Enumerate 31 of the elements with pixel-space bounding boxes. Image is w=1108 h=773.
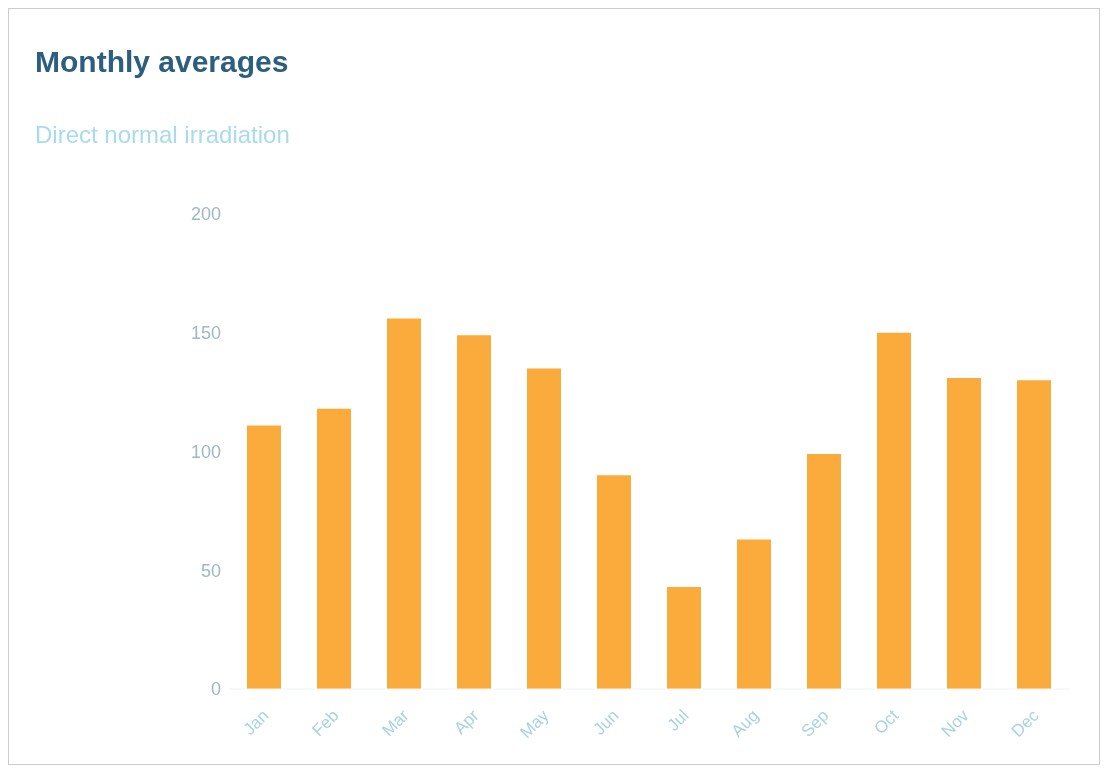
x-tick-label: Jul: [663, 706, 693, 735]
x-tick-label: Dec: [1007, 705, 1043, 741]
x-tick-label: Aug: [727, 706, 763, 741]
x-tick-label: Jun: [589, 706, 623, 739]
y-tick-label: 0: [210, 679, 221, 700]
x-tick-label: Nov: [937, 705, 973, 741]
bar: [737, 539, 771, 689]
bar: [317, 408, 351, 689]
x-tick-label: May: [516, 705, 553, 743]
y-tick-label: 50: [200, 560, 221, 581]
bar: [387, 318, 421, 689]
x-tick-label: Jan: [239, 706, 273, 739]
bar: [807, 453, 841, 689]
y-tick-label: 100: [190, 441, 221, 462]
x-tick-label: Mar: [378, 705, 413, 741]
x-tick-label: Sep: [797, 706, 833, 741]
bar: [947, 377, 981, 689]
bar: [247, 425, 281, 689]
chart-title: Monthly averages: [35, 45, 289, 79]
bar: [1017, 380, 1051, 689]
y-tick-label: 150: [190, 323, 221, 344]
x-tick-label: Feb: [308, 706, 343, 741]
bar: [457, 335, 491, 689]
chart-subtitle: Direct normal irradiation: [35, 121, 290, 149]
x-tick-label: Apr: [450, 705, 483, 739]
bar: [597, 475, 631, 689]
bar: [877, 332, 911, 689]
y-tick-label: 200: [190, 204, 221, 225]
bar: [527, 368, 561, 689]
x-tick-label: Oct: [870, 705, 903, 739]
bar: [667, 586, 701, 689]
